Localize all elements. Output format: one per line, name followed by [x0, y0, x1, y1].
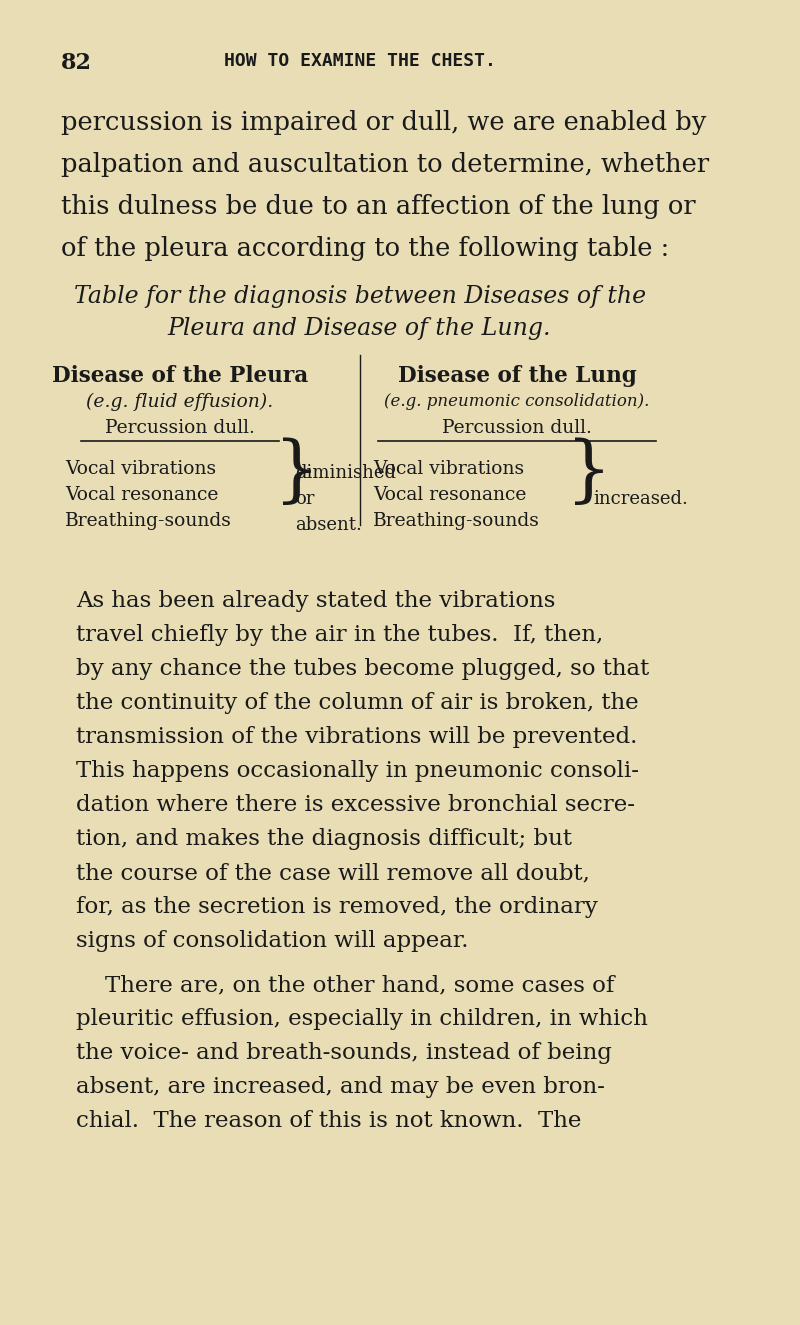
Text: tion, and makes the diagnosis difficult; but: tion, and makes the diagnosis difficult;…	[77, 828, 573, 851]
Text: (e.g. fluid effusion).: (e.g. fluid effusion).	[86, 394, 274, 411]
Text: This happens occasionally in pneumonic consoli-: This happens occasionally in pneumonic c…	[77, 761, 639, 782]
Text: Vocal vibrations: Vocal vibrations	[373, 460, 524, 478]
Text: for, as the secretion is removed, the ordinary: for, as the secretion is removed, the or…	[77, 896, 598, 918]
Text: dation where there is excessive bronchial secre-: dation where there is excessive bronchia…	[77, 794, 635, 816]
Text: the course of the case will remove all doubt,: the course of the case will remove all d…	[77, 863, 590, 884]
Text: Breathing-sounds: Breathing-sounds	[373, 511, 540, 530]
Text: Table for the diagnosis between Diseases of the: Table for the diagnosis between Diseases…	[74, 285, 646, 307]
Text: Percussion dull.: Percussion dull.	[442, 419, 592, 437]
Text: the voice- and breath-sounds, instead of being: the voice- and breath-sounds, instead of…	[77, 1041, 612, 1064]
Text: }: }	[566, 437, 612, 509]
Text: increased.: increased.	[594, 490, 688, 507]
Text: Vocal vibrations: Vocal vibrations	[65, 460, 216, 478]
Text: of the pleura according to the following table :: of the pleura according to the following…	[61, 236, 670, 261]
Text: HOW TO EXAMINE THE CHEST.: HOW TO EXAMINE THE CHEST.	[224, 52, 495, 70]
Text: Vocal resonance: Vocal resonance	[373, 486, 526, 504]
Text: As has been already stated the vibrations: As has been already stated the vibration…	[77, 590, 556, 612]
Text: 82: 82	[61, 52, 92, 74]
Text: (e.g. pneumonic consolidation).: (e.g. pneumonic consolidation).	[384, 394, 650, 409]
Text: Disease of the Lung: Disease of the Lung	[398, 364, 636, 387]
Text: pleuritic effusion, especially in children, in which: pleuritic effusion, especially in childr…	[77, 1008, 648, 1030]
Text: percussion is impaired or dull, we are enabled by: percussion is impaired or dull, we are e…	[61, 110, 706, 135]
Text: absent.: absent.	[295, 515, 362, 534]
Text: chial.  The reason of this is not known.  The: chial. The reason of this is not known. …	[77, 1110, 582, 1132]
Text: Percussion dull.: Percussion dull.	[105, 419, 254, 437]
Text: Breathing-sounds: Breathing-sounds	[65, 511, 232, 530]
Text: or: or	[295, 490, 314, 507]
Text: travel chiefly by the air in the tubes.  If, then,: travel chiefly by the air in the tubes. …	[77, 624, 604, 647]
Text: Pleura and Disease of the Lung.: Pleura and Disease of the Lung.	[168, 317, 551, 341]
Text: }: }	[274, 437, 320, 509]
Text: the continuity of the column of air is broken, the: the continuity of the column of air is b…	[77, 692, 639, 714]
Text: by any chance the tubes become plugged, so that: by any chance the tubes become plugged, …	[77, 659, 650, 680]
Text: palpation and auscultation to determine, whether: palpation and auscultation to determine,…	[61, 152, 710, 178]
Text: Vocal resonance: Vocal resonance	[65, 486, 218, 504]
Text: absent, are increased, and may be even bron-: absent, are increased, and may be even b…	[77, 1076, 606, 1098]
Text: diminished: diminished	[295, 464, 396, 482]
Text: this dulness be due to an affection of the lung or: this dulness be due to an affection of t…	[61, 193, 696, 219]
Text: There are, on the other hand, some cases of: There are, on the other hand, some cases…	[77, 974, 614, 996]
Text: Disease of the Pleura: Disease of the Pleura	[52, 364, 308, 387]
Text: signs of consolidation will appear.: signs of consolidation will appear.	[77, 930, 469, 951]
Text: transmission of the vibrations will be prevented.: transmission of the vibrations will be p…	[77, 726, 638, 749]
